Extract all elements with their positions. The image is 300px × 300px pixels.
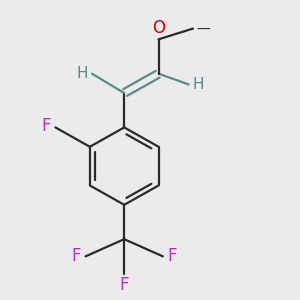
Text: —: — (197, 22, 215, 36)
Text: F: F (119, 276, 129, 294)
Text: H: H (193, 77, 205, 92)
Text: F: F (167, 248, 177, 266)
Text: F: F (72, 248, 81, 266)
Text: O: O (152, 19, 165, 37)
Text: H: H (76, 66, 88, 81)
Text: F: F (42, 117, 51, 135)
